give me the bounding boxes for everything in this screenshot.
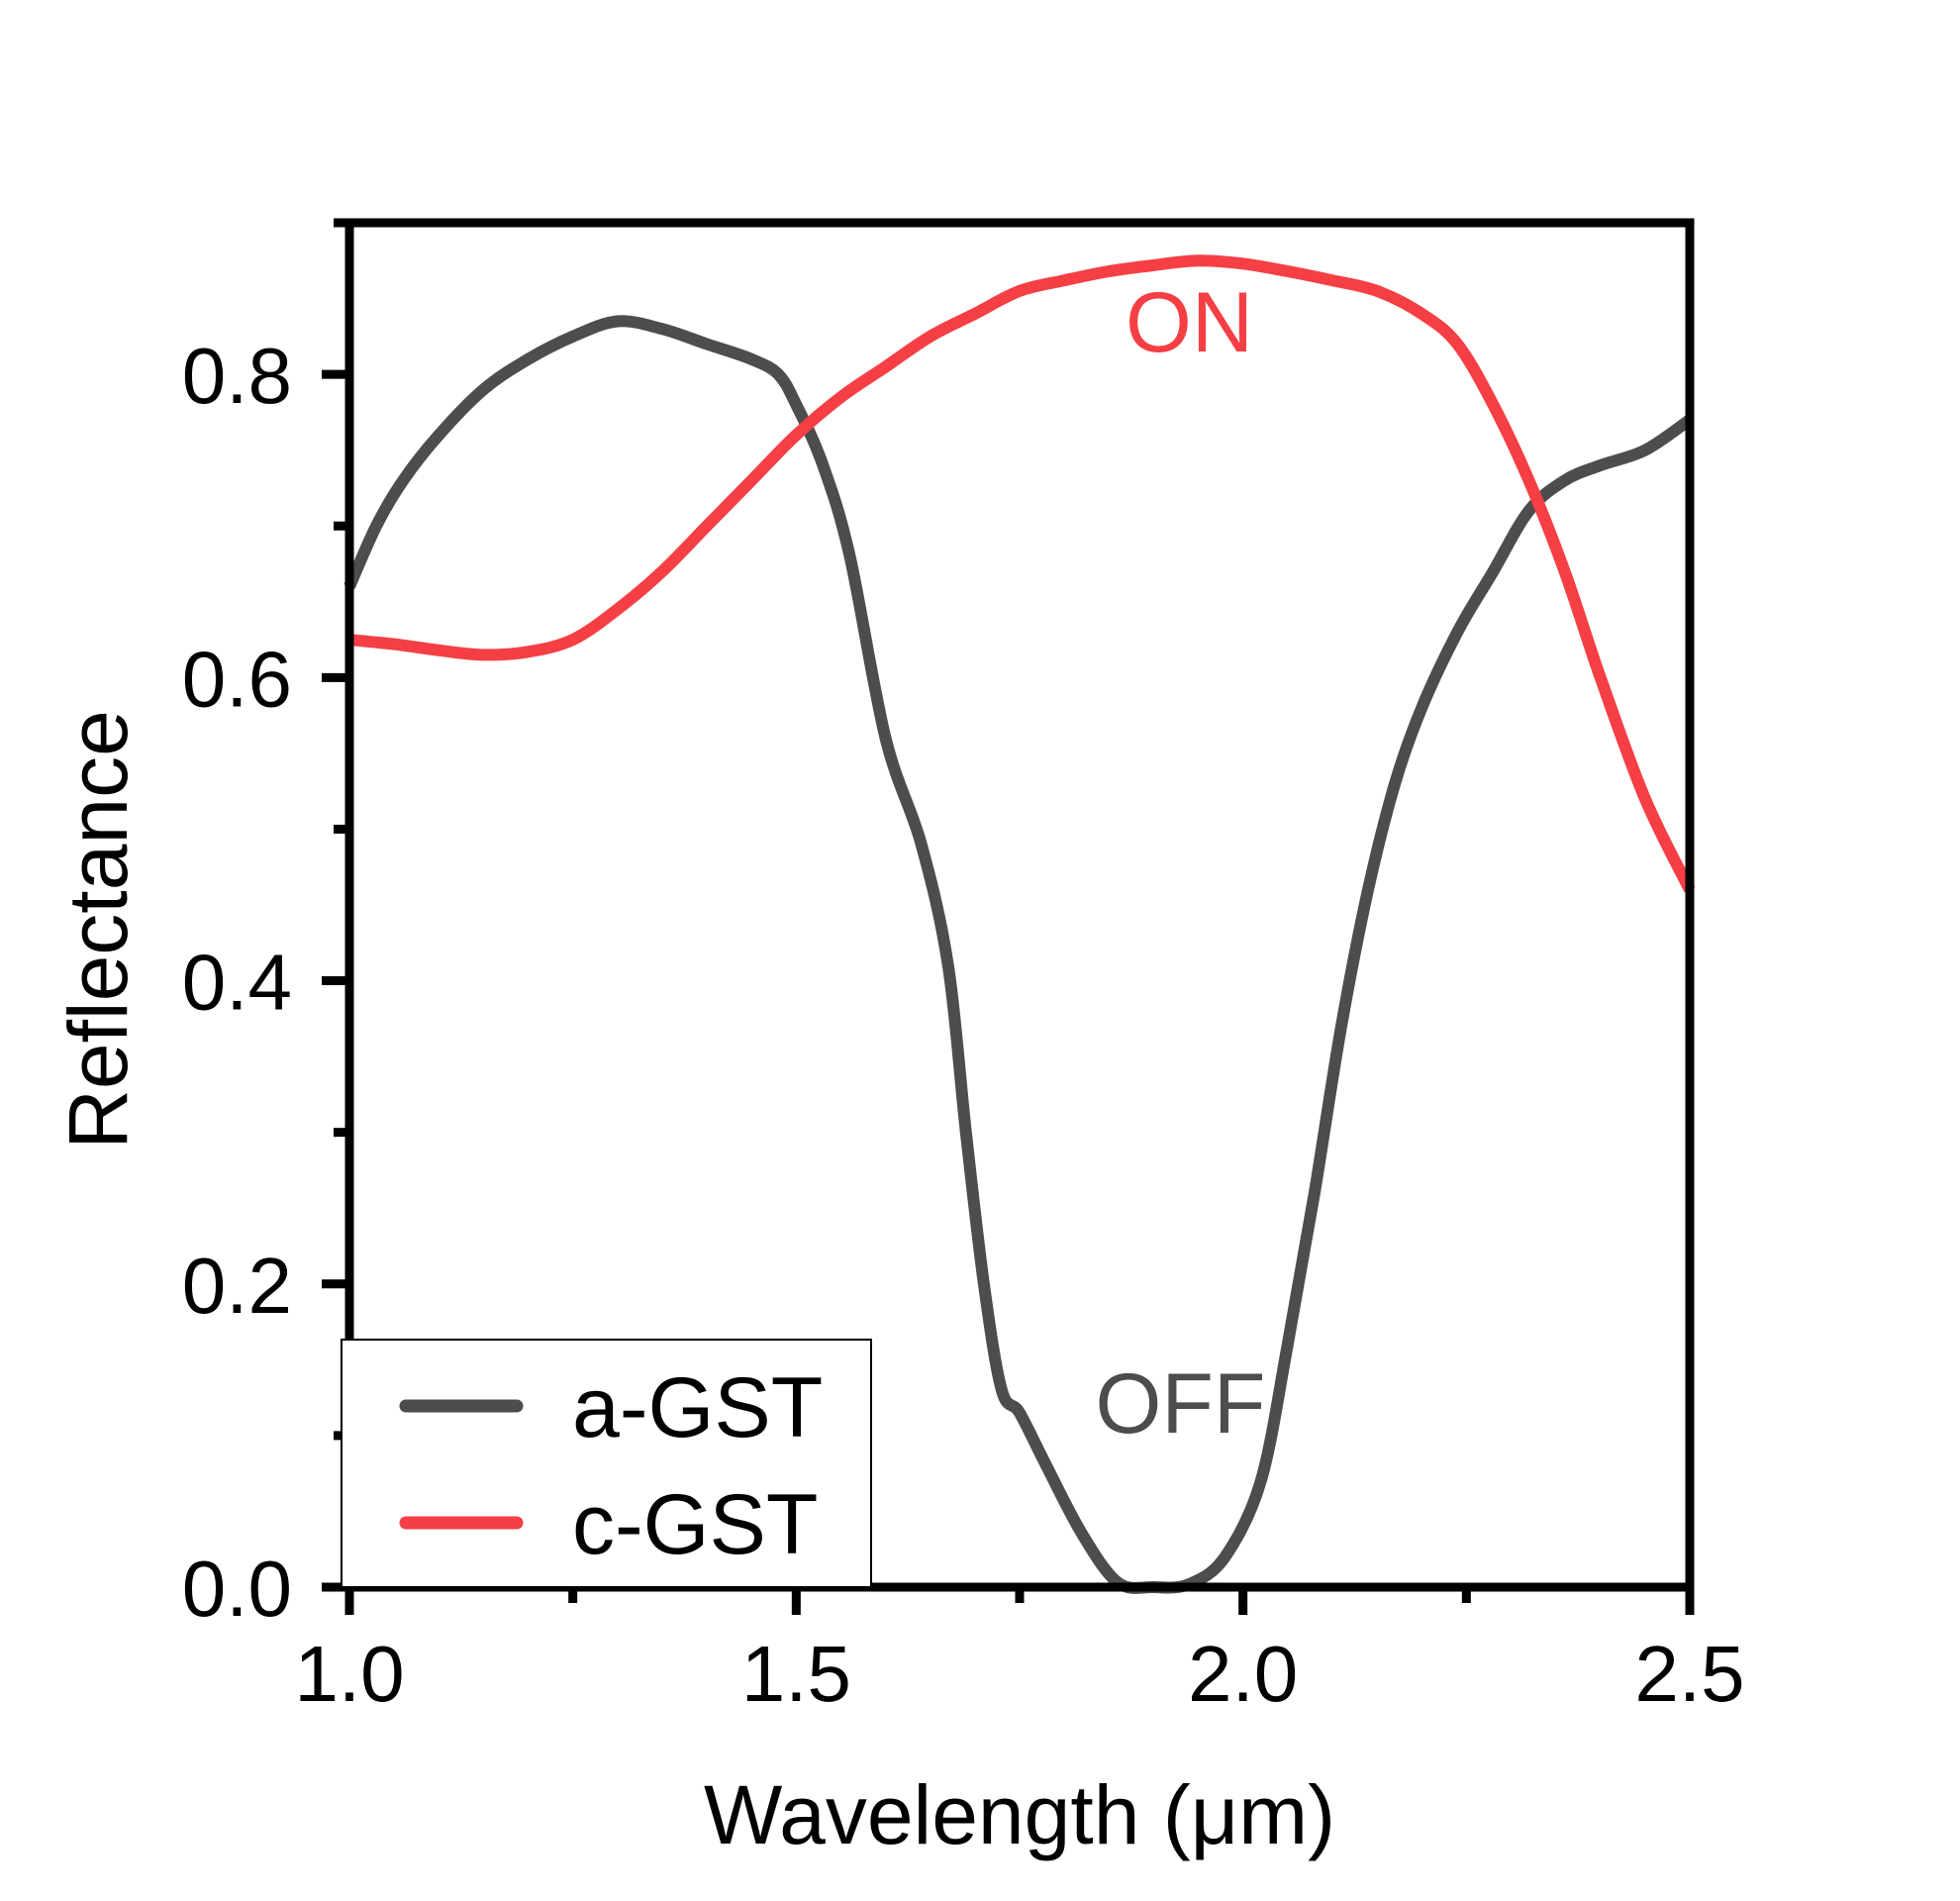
legend: a-GST c-GST: [341, 1339, 872, 1588]
legend-label-a-gst: a-GST: [572, 1360, 823, 1455]
y-tick-label: 0.8: [182, 332, 292, 420]
y-tick-label: 0.2: [182, 1242, 292, 1330]
annotation-on: ON: [1126, 275, 1253, 370]
tick-labels: 1.0 1.5 2.0 2.5 0.0 0.2 0.4 0.6 0.8: [182, 332, 1745, 1718]
y-tick-label: 0.6: [182, 635, 292, 723]
axis-ticks: [322, 218, 1695, 1615]
x-tick-label: 2.0: [1188, 1630, 1298, 1718]
x-axis-label: Wavelength (μm): [704, 1768, 1335, 1861]
series-line-c-gst: [348, 254, 1696, 893]
plot-lines: [343, 254, 1696, 1594]
x-tick-label: 1.0: [294, 1630, 404, 1718]
annotation-off: OFF: [1095, 1356, 1265, 1451]
x-tick-label: 2.5: [1634, 1630, 1744, 1718]
series-line-a-gst: [343, 315, 1694, 1594]
annotations: ON OFF: [1095, 275, 1265, 1451]
x-tick-label: 1.5: [741, 1630, 851, 1718]
legend-box: [341, 1339, 872, 1588]
y-tick-label: 0.0: [182, 1545, 292, 1633]
y-axis-label: Reflectance: [51, 710, 145, 1150]
y-tick-label: 0.4: [182, 939, 292, 1027]
legend-label-c-gst: c-GST: [572, 1477, 818, 1572]
